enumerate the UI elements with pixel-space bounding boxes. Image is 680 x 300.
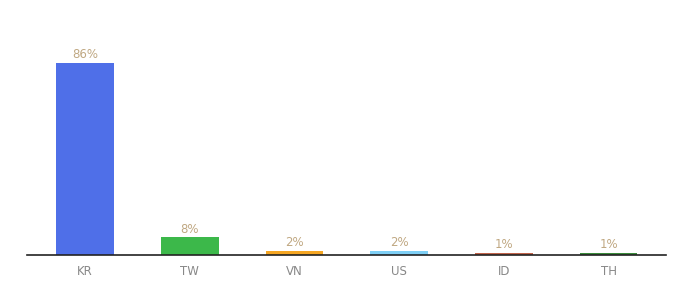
Text: 86%: 86% xyxy=(72,48,98,61)
Bar xyxy=(475,253,532,255)
Bar xyxy=(266,250,323,255)
Bar xyxy=(161,237,218,255)
Text: 2%: 2% xyxy=(390,236,409,249)
Text: 2%: 2% xyxy=(285,236,304,249)
Text: 1%: 1% xyxy=(599,238,618,251)
Bar xyxy=(371,250,428,255)
Text: 8%: 8% xyxy=(180,223,199,236)
Text: 1%: 1% xyxy=(494,238,513,251)
Bar xyxy=(580,253,637,255)
Bar xyxy=(56,63,114,255)
